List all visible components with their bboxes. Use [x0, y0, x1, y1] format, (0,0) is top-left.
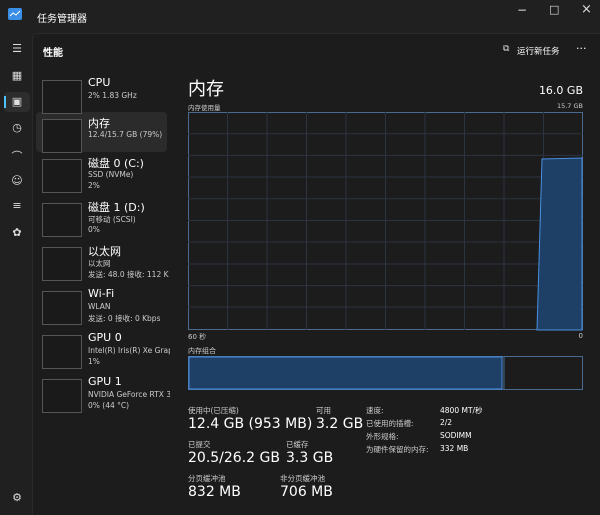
spec-label: 已使用的插槽: [366, 419, 414, 428]
list-item-detail: SSD (NVMe) [88, 170, 134, 179]
list-thumbnail [42, 379, 82, 413]
stat-value: 3.3 GB [286, 450, 334, 466]
list-item-name: GPU 1 [88, 375, 122, 388]
nav-indicator [4, 96, 6, 108]
nav-users[interactable]: ☺ [11, 174, 23, 187]
nav-services[interactable]: ✿ [12, 226, 22, 239]
nav-startup[interactable]: ⌒ [11, 150, 23, 163]
capacity: 16.0 GB [538, 84, 583, 97]
maximize-button[interactable]: □ [549, 3, 560, 16]
spec-label: 速度: [366, 406, 384, 415]
list-thumbnail [42, 80, 82, 114]
window-title: 任务管理器 [37, 14, 87, 25]
nav-settings[interactable]: ⚙ [12, 491, 22, 504]
stat-label: 使用中(已压缩) [188, 406, 239, 415]
list-item-detail: Intel(R) Iris(R) Xe Grap [88, 346, 170, 355]
more-button[interactable]: ··· [576, 42, 587, 55]
list-item-name: 磁盘 1 (D:) [88, 201, 145, 214]
list-thumbnail [42, 335, 82, 369]
list-thumbnail [42, 203, 82, 237]
stat-label: 可用 [316, 406, 331, 415]
list-thumbnail [42, 247, 82, 281]
list-item-name: CPU [88, 76, 111, 89]
list-item-detail: 0% [88, 225, 100, 234]
list-item-detail: 2% 1.83 GHz [88, 91, 137, 100]
stat-value: 12.4 GB (953 MB) [188, 416, 313, 432]
run-task-button[interactable]: 运行新任务 [517, 47, 560, 57]
nav-details[interactable]: ≡ [12, 199, 22, 212]
list-item-detail: 发送: 48.0 接收: 112 K [88, 270, 169, 279]
stat-value: 832 MB [188, 484, 241, 500]
composition-bar [188, 356, 583, 390]
close-button[interactable]: × [581, 2, 592, 17]
time-left: 60 秒 [188, 333, 207, 341]
app-icon [8, 8, 22, 20]
spec-value: 4800 MT/秒 [440, 406, 483, 415]
usage-max: 15.7 GB [556, 102, 583, 110]
list-item-name: 以太网 [88, 245, 121, 258]
list-item-detail: 0% (44 °C) [88, 401, 130, 410]
spec-label: 外形规格: [366, 432, 399, 441]
list-thumbnail [42, 119, 82, 153]
nav-processes[interactable]: ▦ [11, 69, 23, 82]
nav-history[interactable]: ◷ [12, 121, 22, 134]
composition-label: 内存组合 [188, 347, 216, 355]
list-thumbnail [42, 159, 82, 193]
run-task-icon: ⧉ [503, 44, 510, 54]
list-item-detail: 以太网 [88, 259, 111, 268]
stat-value: 706 MB [280, 484, 333, 500]
list-item-detail: NVIDIA GeForce RTX 3 [88, 390, 170, 399]
stat-label: 非分页缓冲池 [280, 474, 325, 483]
usage-label: 内存使用量 [188, 104, 221, 112]
stat-label: 分页缓冲池 [188, 474, 226, 483]
time-right: 0 [578, 332, 583, 340]
list-item-detail: 2% [88, 181, 100, 190]
list-item-detail: 1% [88, 357, 100, 366]
list-item-name: 内存 [88, 117, 110, 130]
nav-menu[interactable]: ☰ [12, 42, 22, 55]
detail-title: 内存 [188, 79, 224, 100]
list-item-name: 磁盘 0 (C:) [88, 157, 144, 170]
usage-graph [188, 112, 583, 331]
nav-performance[interactable]: ▣ [11, 95, 23, 108]
stat-value: 3.2 GB [316, 416, 364, 432]
list-item-detail: WLAN [88, 302, 111, 311]
spec-value: 332 MB [440, 444, 469, 453]
stat-label: 已提交 [188, 440, 211, 449]
list-item-detail: 12.4/15.7 GB (79%) [88, 130, 163, 139]
list-item-detail: 可移动 (SCSI) [88, 215, 136, 224]
list-thumbnail [42, 291, 82, 325]
list-item-name: Wi-Fi [88, 287, 115, 300]
spec-value: 2/2 [440, 418, 453, 427]
page-title: 性能 [43, 48, 63, 59]
list-item-name: GPU 0 [88, 331, 122, 344]
minimize-button[interactable]: − [517, 3, 528, 17]
nav-selected-bg [4, 92, 30, 112]
spec-label: 为硬件保留的内存: [366, 445, 429, 454]
list-item-detail: 发送: 0 接收: 0 Kbps [88, 314, 161, 323]
stat-value: 20.5/26.2 GB [188, 450, 280, 466]
stat-label: 已缓存 [286, 440, 309, 449]
spec-value: SODIMM [440, 431, 472, 440]
